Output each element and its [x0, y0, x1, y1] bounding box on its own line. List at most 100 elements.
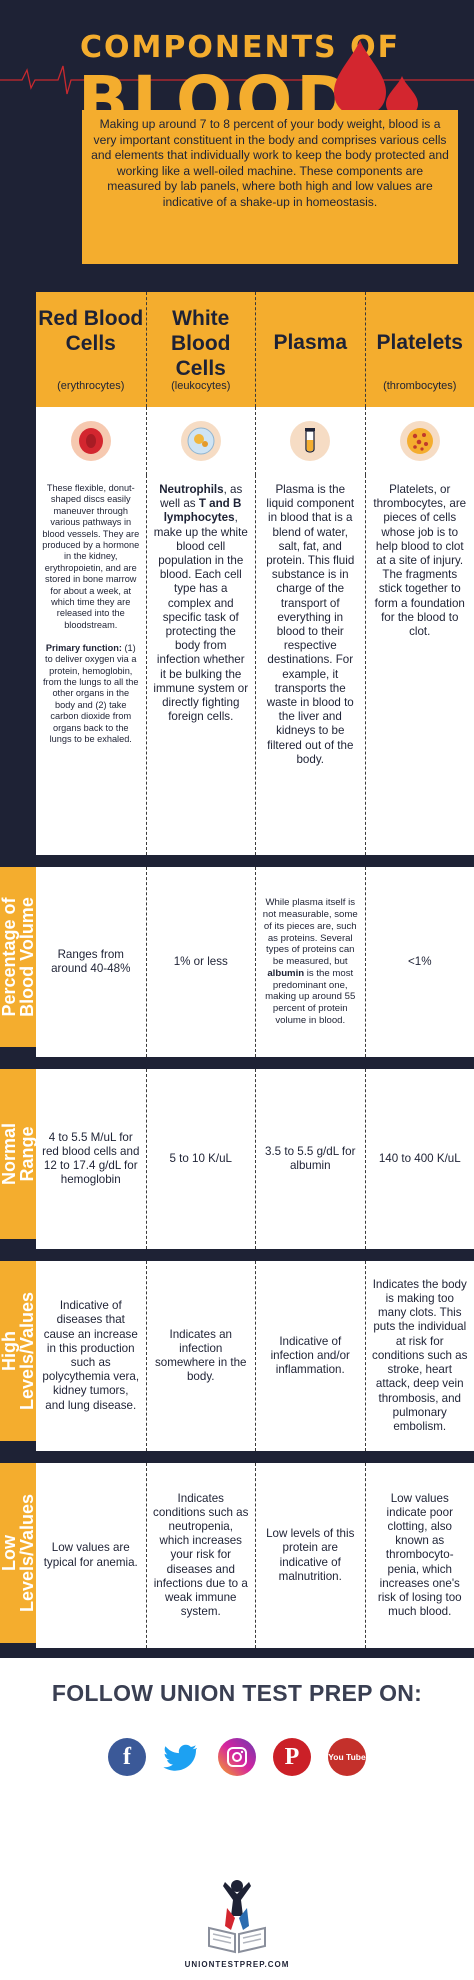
- description-platelets-text: Platelets, or thrombocytes, are pieces o…: [373, 483, 467, 639]
- normal-rbc-cell: 4 to 5.5 M/uL for red blood cells and 12…: [36, 1069, 146, 1249]
- website-url[interactable]: UNIONTESTPREP.COM: [184, 1960, 290, 1969]
- high-row: Indicative of diseases that cause an inc…: [36, 1261, 474, 1451]
- description-rbc-text: These flexible, donut-shaped discs easil…: [36, 475, 146, 745]
- icon-wrap-platelets: [366, 407, 474, 475]
- icon-row: [36, 407, 474, 475]
- high-tab: High Levels/Values: [0, 1261, 37, 1441]
- column-header-rbc: Red Blood Cells (erythrocytes): [36, 292, 146, 407]
- intro-box: Making up around 7 to 8 percent of your …: [82, 110, 458, 264]
- section-divider: [0, 1451, 474, 1463]
- high-wbc: Indicates an infection somewhere in the …: [154, 1327, 247, 1384]
- percentage-tab: Percentage of Blood Volume: [0, 867, 37, 1047]
- wbc-text-1: , as well as: [160, 483, 243, 511]
- column-header-row: Red Blood Cells (erythrocytes) White Blo…: [36, 292, 474, 407]
- high-plasma-cell: Indicative of infection and/or inflammat…: [255, 1261, 365, 1451]
- low-tab: Low Levels/Values: [0, 1463, 37, 1643]
- column-title-platelets: Platelets: [376, 331, 463, 354]
- low-rbc-cell: Low values are typical for anemia.: [36, 1463, 146, 1648]
- description-plasma: Plasma is the liquid component in blood …: [255, 475, 365, 855]
- icon-wrap-wbc: [147, 407, 256, 475]
- components-table: Red Blood Cells (erythrocytes) White Blo…: [36, 292, 474, 855]
- low-section: Low Levels/Values Low values are typical …: [0, 1463, 474, 1658]
- bottom-border: [0, 1648, 474, 1658]
- normal-row: 4 to 5.5 M/uL for red blood cells and 12…: [36, 1069, 474, 1249]
- normal-label: Normal Range: [0, 1122, 37, 1186]
- facebook-icon[interactable]: f: [108, 1738, 146, 1776]
- percentage-platelets: <1%: [407, 954, 432, 968]
- platelets-icon: [399, 421, 440, 461]
- percentage-plasma-cell: While plasma itself is not measurable, s…: [255, 867, 365, 1057]
- blood-drops-icon: [334, 40, 418, 117]
- red-blood-cell-icon: [70, 421, 111, 461]
- instagram-camera-icon: [227, 1747, 247, 1767]
- column-title-wbc: White Blood Cells: [171, 307, 231, 380]
- percentage-plasma: While plasma itself is not measurable, s…: [262, 897, 358, 1027]
- rbc-function-text: (1) to deliver oxygen via a protein, hem…: [43, 642, 139, 744]
- normal-section: Normal Range 4 to 5.5 M/uL for red blood …: [0, 1069, 474, 1249]
- column-header-platelets: Platelets (thrombocytes): [364, 292, 474, 407]
- icon-cell-rbc: [36, 407, 146, 475]
- high-plasma: Indicative of infection and/or inflammat…: [270, 1334, 350, 1377]
- social-links: f P You Tube: [0, 1738, 474, 1776]
- normal-wbc-cell: 5 to 10 K/uL: [145, 1069, 256, 1249]
- normal-platelets: 140 to 400 K/uL: [378, 1151, 461, 1165]
- column-title-plasma: Plasma: [273, 331, 348, 354]
- follow-heading: FOLLOW UNION TEST PREP ON:: [51, 1680, 423, 1706]
- description-wbc: Neutrophils, as well as T and B lymphocy…: [145, 475, 256, 855]
- description-row: These flexible, donut-shaped discs easil…: [36, 475, 474, 855]
- normal-plasma-cell: 3.5 to 5.5 g/dL for albumin: [255, 1069, 365, 1249]
- low-platelets: Low values indicate poor clotting, also …: [377, 1491, 462, 1619]
- percentage-section: Percentage of Blood Volume Ranges from ar…: [0, 867, 474, 1057]
- twitter-bird-icon: [163, 1744, 197, 1771]
- description-platelets: Platelets, or thrombocytes, are pieces o…: [364, 475, 474, 855]
- icon-cell-wbc: [145, 407, 256, 475]
- icon-wrap-plasma: [256, 407, 365, 475]
- youtube-icon[interactable]: You Tube: [328, 1738, 366, 1776]
- low-label: Low Levels/Values: [0, 1493, 37, 1613]
- icon-cell-platelets: [364, 407, 474, 475]
- high-platelets-cell: Indicates the body is making too many cl…: [364, 1261, 474, 1451]
- header: COMPONENTS OF BLOOD Making up around 7 t…: [0, 0, 474, 292]
- description-wbc-text: Neutrophils, as well as T and B lymphocy…: [147, 475, 256, 724]
- normal-rbc: 4 to 5.5 M/uL for red blood cells and 12…: [42, 1130, 140, 1187]
- page-title-top: COMPONENTS OF: [80, 30, 401, 65]
- section-divider: [0, 1057, 474, 1069]
- column-subtitle-platelets: (thrombocytes): [383, 380, 457, 392]
- percentage-wbc: 1% or less: [173, 954, 228, 968]
- neutrophils-label: Neutrophils: [159, 483, 224, 496]
- side-margin-bar: [0, 292, 36, 862]
- normal-tab: Normal Range: [0, 1069, 37, 1239]
- normal-platelets-cell: 140 to 400 K/uL: [364, 1069, 474, 1249]
- column-subtitle-rbc: (erythrocytes): [57, 380, 125, 392]
- pinterest-icon[interactable]: P: [273, 1738, 311, 1776]
- twitter-icon[interactable]: [163, 1738, 201, 1776]
- description-plasma-text: Plasma is the liquid component in blood …: [266, 483, 355, 766]
- low-wbc: Indicates conditions such as neutropenia…: [153, 1491, 249, 1619]
- percentage-rbc-cell: Ranges from around 40-48%: [36, 867, 146, 1057]
- footer: FOLLOW UNION TEST PREP ON: f P You Tube: [0, 1658, 474, 1980]
- low-wbc-cell: Indicates conditions such as neutropenia…: [145, 1463, 256, 1648]
- column-header-plasma: Plasma: [255, 292, 365, 407]
- percentage-rbc: Ranges from around 40-48%: [51, 947, 131, 975]
- test-tube-icon: [290, 421, 331, 461]
- icon-wrap-rbc: [36, 407, 146, 475]
- percentage-row: Ranges from around 40-48% 1% or less Whi…: [36, 867, 474, 1057]
- wbc-text-2: , make up the white blood cell populatio…: [153, 511, 249, 724]
- low-rbc: Low values are typical for anemia.: [43, 1541, 138, 1569]
- percentage-label: Percentage of Blood Volume: [0, 897, 37, 1017]
- low-platelets-cell: Low values indicate poor clotting, also …: [364, 1463, 474, 1648]
- section-divider: [0, 855, 474, 867]
- union-test-prep-logo-icon: [208, 1880, 266, 1954]
- instagram-icon[interactable]: [218, 1738, 256, 1776]
- high-wbc-cell: Indicates an infection somewhere in the …: [145, 1261, 256, 1451]
- rbc-description: These flexible, donut-shaped discs easil…: [42, 483, 140, 630]
- low-plasma: Low levels of this protein are indicativ…: [266, 1527, 355, 1583]
- side-margin: [0, 292, 474, 862]
- section-divider: [0, 1249, 474, 1261]
- high-rbc-cell: Indicative of diseases that cause an inc…: [36, 1261, 146, 1451]
- high-label: High Levels/Values: [0, 1291, 37, 1411]
- percentage-platelets-cell: <1%: [364, 867, 474, 1057]
- column-subtitle-wbc: (leukocytes): [171, 380, 231, 392]
- low-plasma-cell: Low levels of this protein are indicativ…: [255, 1463, 365, 1648]
- column-header-wbc: White Blood Cells (leukocytes): [145, 292, 256, 407]
